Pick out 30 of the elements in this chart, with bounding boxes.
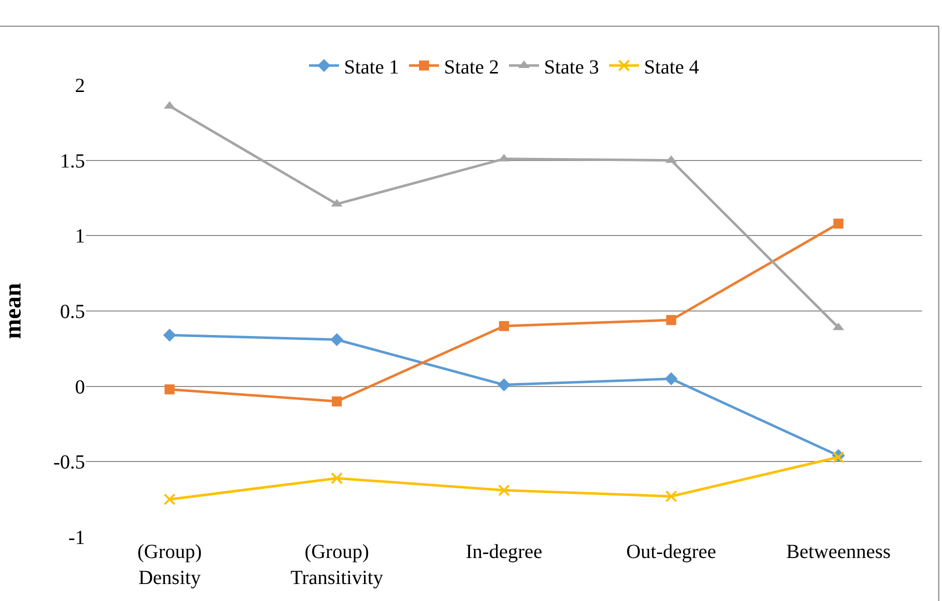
x-tick-label: (Group) Transitivity [290,541,384,589]
point [330,333,344,346]
x-tick-label: In-degree [466,541,542,563]
x-tick-label: Out-degree [626,541,716,563]
y-tick-label: 0.5 [60,301,85,323]
point [330,472,343,484]
point [163,328,176,342]
point [498,378,510,392]
point [666,315,676,326]
point [664,372,678,386]
x-tick-label: (Group) Density [137,541,202,589]
point [499,321,509,332]
y-tick-label: -1 [68,527,85,549]
point [332,396,342,406]
legend-label: State 1 [344,56,399,78]
point [833,218,844,229]
legend-label: State 3 [544,56,599,78]
point [164,493,176,506]
point [164,384,175,394]
legend-label: State 2 [444,56,499,78]
y-tick-label: 2 [75,75,85,97]
point [498,484,510,496]
y-tick-label: 1 [75,226,85,248]
y-tick-label: 1.5 [60,150,85,172]
legend-label: State 4 [644,56,699,78]
y-tick-label: -0.5 [53,452,85,474]
point [665,490,678,502]
y-axis-title: mean [0,283,26,339]
y-tick-label: 0 [75,376,85,398]
x-tick-label: Betweenness [786,541,891,563]
